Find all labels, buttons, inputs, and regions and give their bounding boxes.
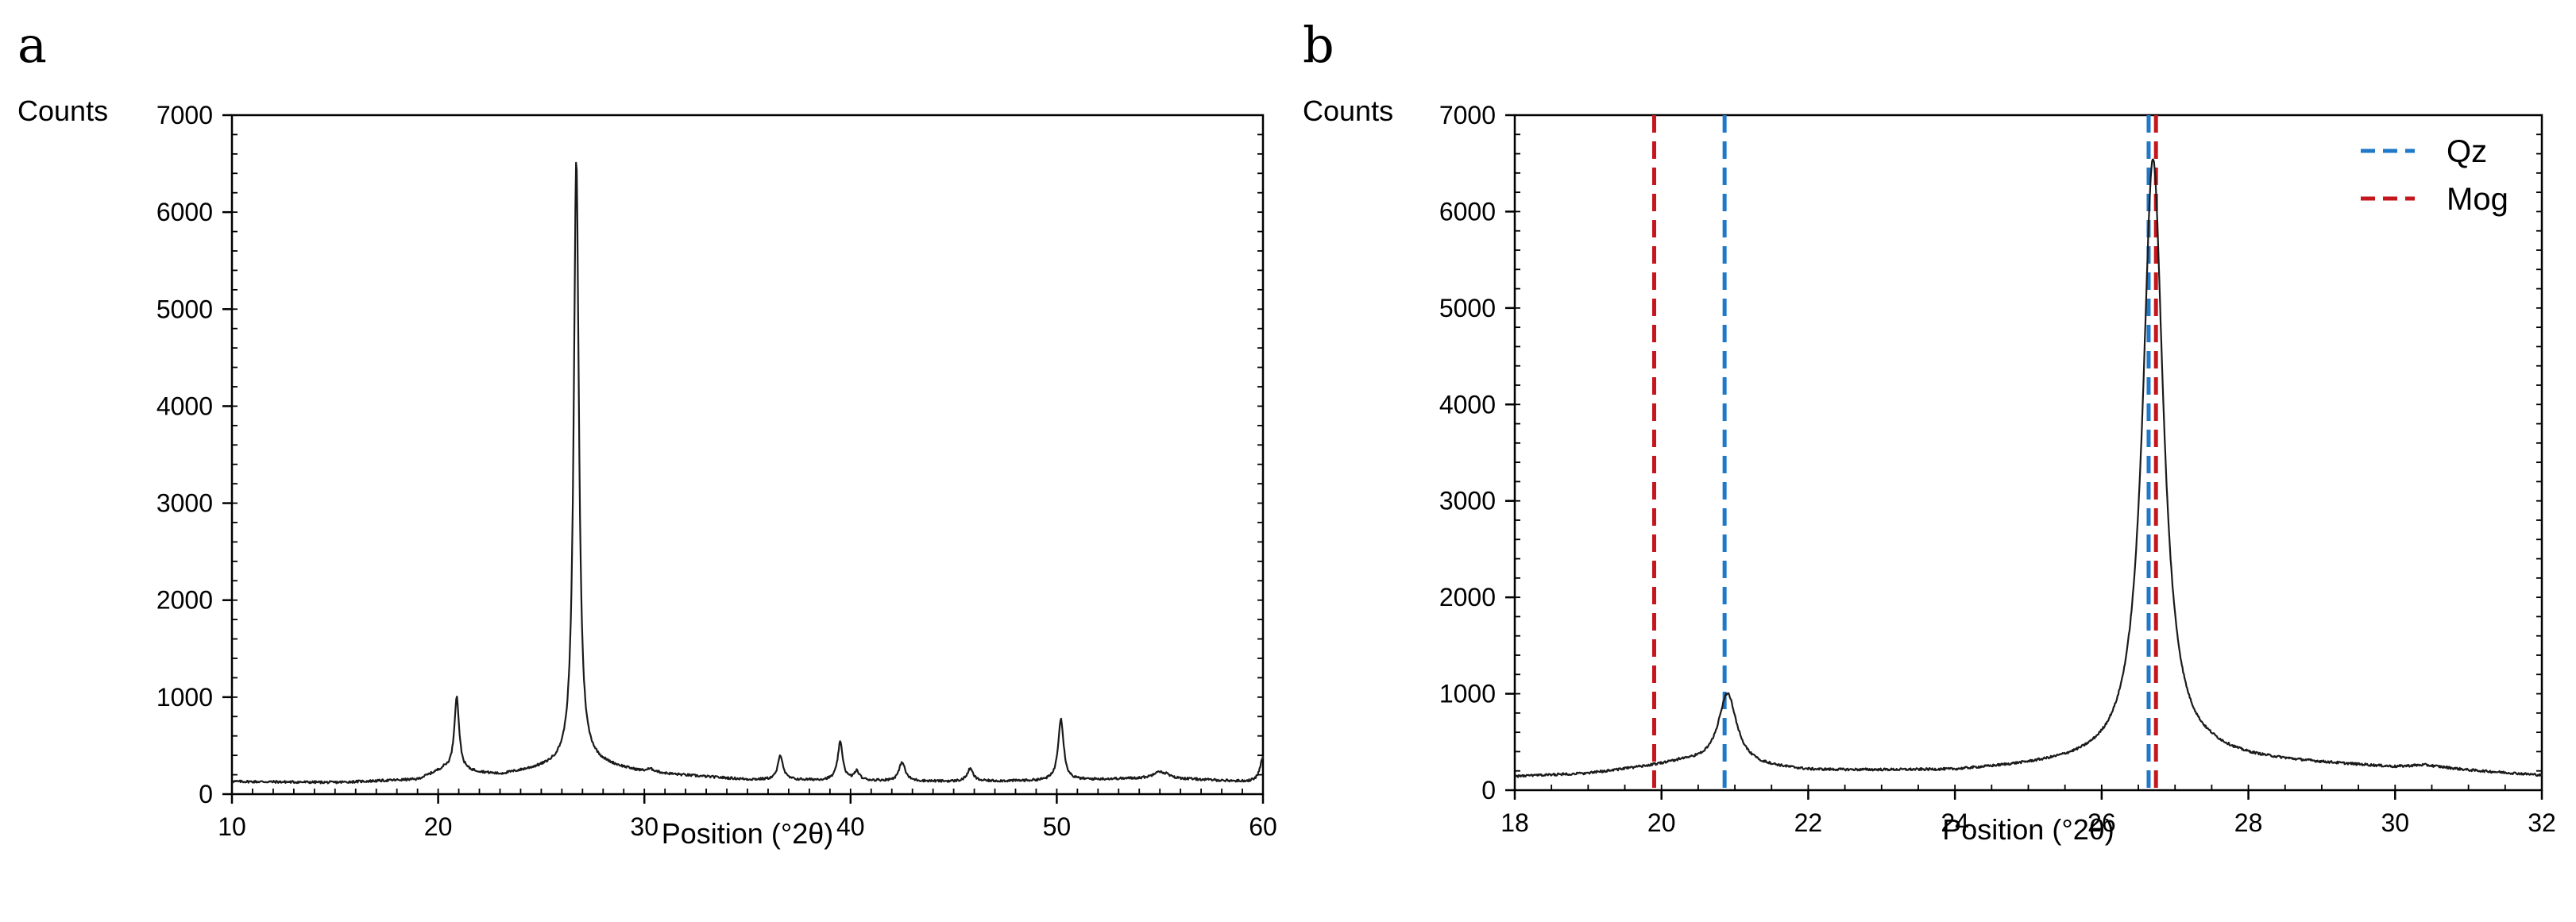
panel-b-x-tick-label: 20 — [1647, 808, 1676, 837]
panel-a-y-tick-label: 1000 — [156, 683, 213, 712]
panel-b-x-tick-label: 26 — [2087, 808, 2116, 837]
panel-a-y-tick-label: 5000 — [156, 295, 213, 323]
panel-b: b Counts 18 20 22 24 26 28 30 32 0 1000 2000 3000 40… — [1303, 16, 2556, 846]
panel-a-plot-area: 10 20 30 40 50 60 0 1000 2000 3000 4000 5000 6000 700… — [156, 101, 1277, 841]
panel-a-x-tick-label: 60 — [1249, 812, 1277, 841]
panel-b-traces — [1514, 158, 2543, 778]
panel-b-x-tick-label: 24 — [1941, 808, 1969, 837]
panel-a-y-tick-label: 2000 — [156, 586, 213, 615]
panel-b-y-tick-label: 7000 — [1439, 101, 1496, 129]
panel-a-ticks: 10 20 30 40 50 60 0 1000 2000 3000 4000 5000 6000 700… — [156, 101, 1277, 841]
panel-b-y-tick-label: 0 — [1481, 776, 1496, 804]
panel-b-y-tick-label: 4000 — [1439, 390, 1496, 419]
panel-a-traces — [231, 161, 1265, 785]
panel-a-letter: a — [17, 16, 47, 74]
panel-b-y-tick-label: 1000 — [1439, 680, 1496, 708]
panel-a-y-tick-label: 6000 — [156, 198, 213, 226]
panel-b-xrd-trace — [1514, 158, 2543, 778]
panel-b-x-tick-label: 32 — [2528, 808, 2556, 837]
panel-b-plot-area: 18 20 22 24 26 28 30 32 0 1000 2000 3000 4000 5000 600… — [1439, 101, 2556, 837]
panel-a-y-tick-label: 4000 — [156, 392, 213, 420]
panel-b-x-axis-label: Position (°2θ) — [1942, 813, 2114, 846]
panel-b-y-axis-label: Counts — [1303, 95, 1393, 127]
panel-b-y-tick-label: 2000 — [1439, 583, 1496, 611]
panel-a-y-axis-label: Counts — [17, 95, 108, 127]
panel-b-x-tick-label: 18 — [1500, 808, 1529, 837]
panel-a-x-tick-label: 40 — [836, 812, 865, 841]
panel-b-ticks: 18 20 22 24 26 28 30 32 0 1000 2000 3000 4000 5000 600… — [1439, 101, 2556, 837]
panel-a: a Counts 10 20 30 40 50 60 0 1000 2000 3000 4000 50… — [17, 16, 1277, 850]
panel-a-xrd-trace — [231, 161, 1265, 785]
panel-b-x-tick-label: 22 — [1794, 808, 1823, 837]
panel-a-x-axis-label: Position (°2θ) — [662, 817, 834, 850]
panel-b-y-tick-label: 3000 — [1439, 487, 1496, 515]
panel-a-x-tick-label: 10 — [218, 812, 246, 841]
panel-a-x-tick-label: 30 — [630, 812, 658, 841]
panel-b-legend: Qz Mog — [2361, 134, 2508, 217]
panel-a-x-tick-label: 20 — [424, 812, 453, 841]
panel-a-y-tick-label: 7000 — [156, 101, 213, 129]
legend-qz-label: Qz — [2447, 134, 2487, 169]
panel-a-y-tick-label: 0 — [199, 780, 213, 808]
panel-b-letter: b — [1303, 16, 1334, 74]
legend-mog-label: Mog — [2447, 182, 2508, 217]
panel-b-x-tick-label: 30 — [2381, 808, 2409, 837]
panel-b-y-tick-label: 6000 — [1439, 197, 1496, 226]
panel-a-x-tick-label: 50 — [1043, 812, 1072, 841]
panel-a-y-tick-label: 3000 — [156, 489, 213, 518]
panel-b-x-tick-label: 28 — [2234, 808, 2263, 837]
panel-b-y-tick-label: 5000 — [1439, 294, 1496, 322]
